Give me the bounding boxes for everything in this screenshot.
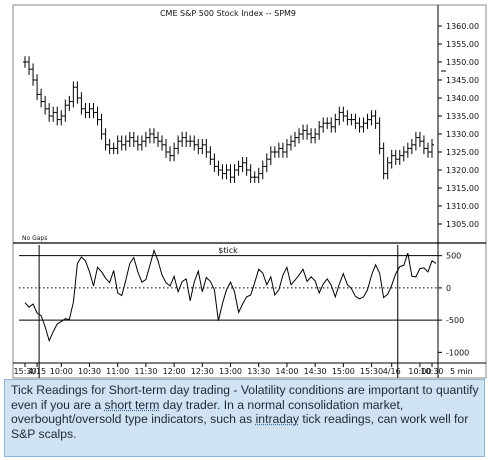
price-chart-title: CME S&P 500 Stock Index -- SPM9 <box>160 9 296 18</box>
xtick-label: 10:30 <box>78 367 101 376</box>
price-ytick-label: 1305.00 <box>446 220 479 229</box>
xtick-label: 4/16 <box>383 367 401 376</box>
xtick-label: 13:30 <box>247 367 270 376</box>
xtick-label: 11:00 <box>106 367 129 376</box>
tick-ytick-label: -500 <box>446 316 464 325</box>
xtick-label: 14:30 <box>304 367 327 376</box>
price-ytick-label: 1350.00 <box>446 58 479 67</box>
xtick-label: 11:30 <box>134 367 157 376</box>
price-ytick-label: 1310.00 <box>446 202 479 211</box>
caption-box: Tick Readings for Short-term day trading… <box>4 379 485 457</box>
xtick-label: 14:00 <box>275 367 298 376</box>
xtick-label: 15:00 <box>332 367 355 376</box>
caption-lead: Tick Readings for Short-term day trading… <box>11 383 479 412</box>
price-ytick-label: 1315.00 <box>446 184 479 193</box>
x-axis-interval-label: 5 min <box>450 367 473 376</box>
xtick-label: 10:30 <box>420 367 443 376</box>
caption-mid: day trader. In a normal consolidation ma… <box>11 397 404 427</box>
no-gaps-label: No Gaps <box>22 235 47 242</box>
tick-series-line <box>24 248 437 343</box>
xtick-label: 4/15 <box>28 367 46 376</box>
caption-link-short-term[interactable]: short term <box>104 397 160 412</box>
tick-ytick-label: 0 <box>446 284 451 293</box>
price-ytick-label: 1345.00 <box>446 76 479 85</box>
chart-frame <box>12 4 487 379</box>
caption-tail: tick readings, can work well for S&P sca… <box>11 412 469 441</box>
price-ytick-label: 1330.00 <box>446 130 479 139</box>
xtick-label: 15:30 <box>360 367 383 376</box>
price-ytick-label: 1340.00 <box>446 94 479 103</box>
caption-link-intraday[interactable]: intraday <box>255 412 299 427</box>
tick-chart-title: $tick <box>218 246 238 255</box>
price-ytick-label: 1335.00 <box>446 112 479 121</box>
xtick-label: 12:30 <box>191 367 214 376</box>
chart-svg: CME S&P 500 Stock Index -- SPM9 No Gaps 13… <box>12 4 487 379</box>
xtick-label: 13:00 <box>219 367 242 376</box>
xtick-label: 10:00 <box>50 367 73 376</box>
xtick-label: 12:00 <box>163 367 186 376</box>
price-ytick-label: 1355.00 <box>446 40 479 49</box>
price-ytick-label: 1325.00 <box>446 148 479 157</box>
tick-ytick-label: -1000 <box>446 348 469 357</box>
price-ytick-label: 1360.00 <box>446 22 479 31</box>
xtick-label: 15:30 <box>13 367 36 376</box>
xtick-label: 10:00 <box>408 367 431 376</box>
tick-ytick-label: 500 <box>446 252 461 261</box>
price-ytick-label: 1320.00 <box>446 166 479 175</box>
